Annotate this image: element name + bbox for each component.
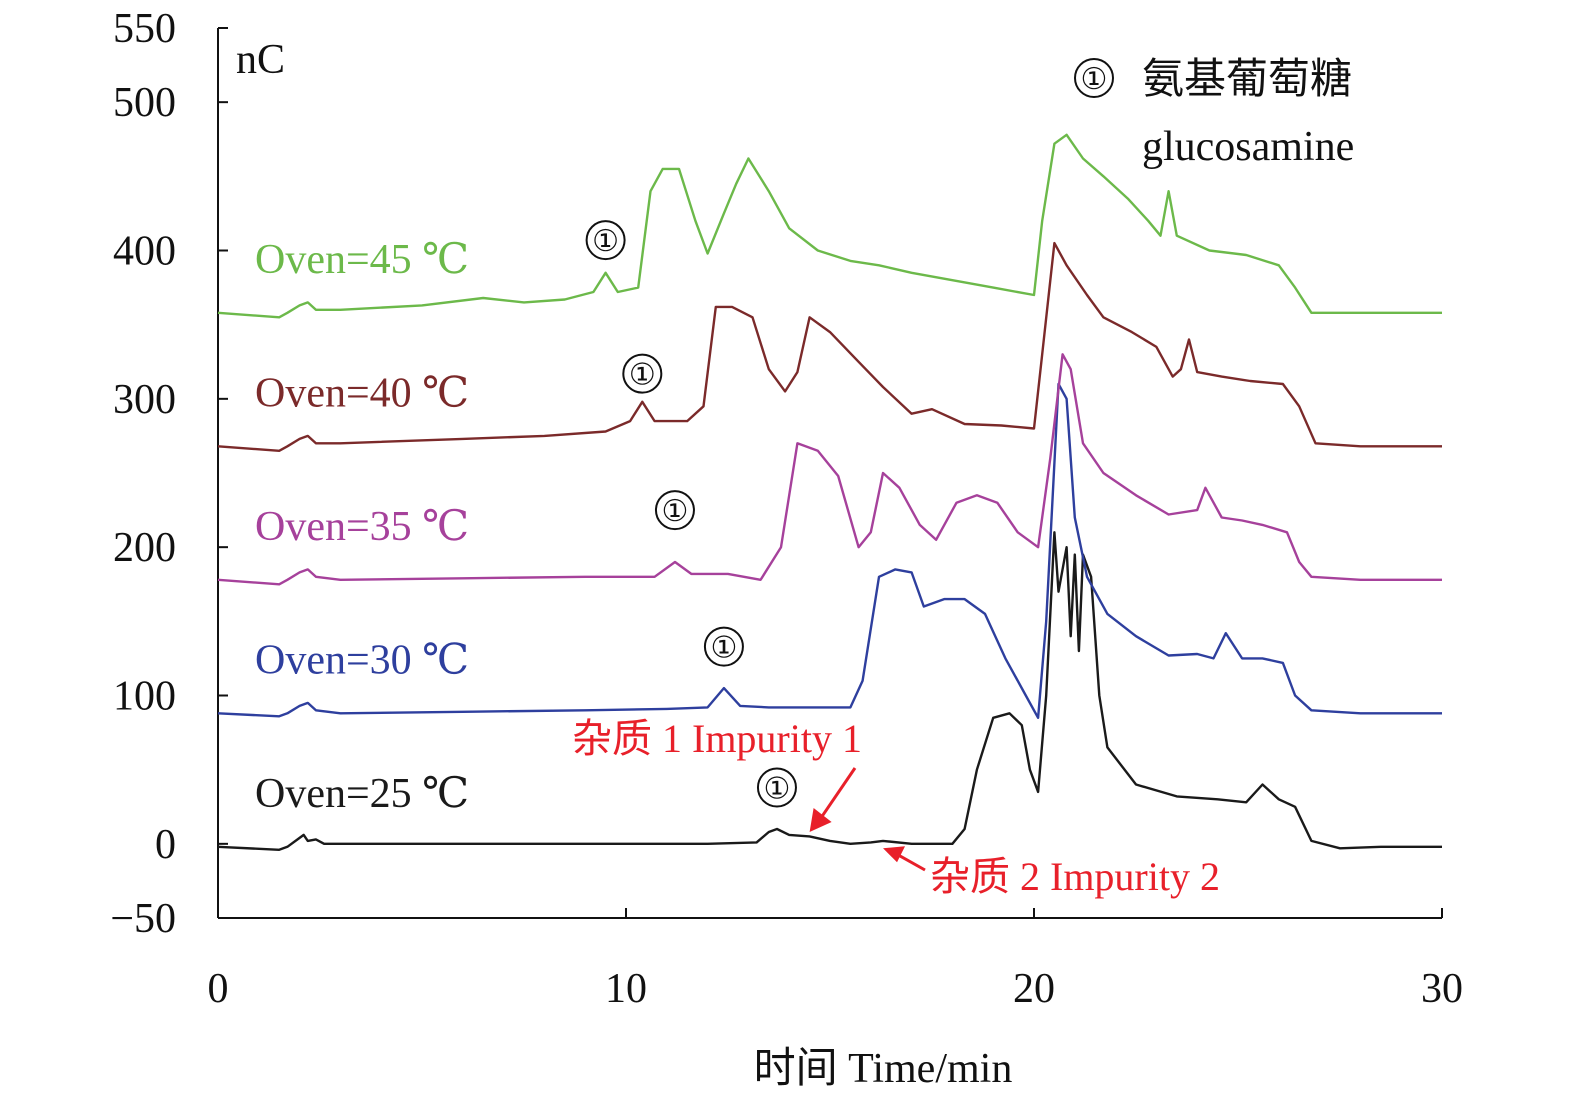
- series-line: [217, 133, 1442, 319]
- series-label: Oven=45 ℃: [255, 237, 469, 283]
- x-axis-title: 时间 Time/min: [754, 1046, 1013, 1092]
- series-line: [217, 241, 1442, 452]
- peak-marker-text: ①: [662, 495, 689, 528]
- impurity-2-label: 杂质 2 Impurity 2: [930, 854, 1220, 899]
- peak-marker-text: ①: [764, 773, 791, 806]
- series-line: [217, 382, 1442, 719]
- x-tick-label: 10: [605, 966, 647, 1012]
- impurity-1-arrow: [818, 767, 857, 821]
- peak-marker-circle: [703, 626, 744, 667]
- impurity-2-arrowhead: [883, 846, 906, 863]
- legend-name-en: glucosamine: [1142, 124, 1354, 170]
- impurity-1-label: 杂质 1 Impurity 1: [572, 716, 862, 761]
- series-layer: [217, 133, 1442, 851]
- series-label: Oven=25 ℃: [255, 771, 469, 817]
- x-tick-label: 0: [208, 966, 229, 1012]
- legend-marker-icon: [1074, 58, 1114, 98]
- y-tick-label: 0: [155, 822, 176, 868]
- label-layer: Oven=25 ℃ ① Oven=30 ℃ ① Oven=35 ℃ ① Oven=40 ℃ ①…: [255, 220, 797, 817]
- peak-marker-text: ①: [710, 632, 737, 665]
- impurity-1-arrowhead: [809, 807, 832, 832]
- series-label: Oven=35 ℃: [255, 504, 469, 550]
- y-tick-label: 550: [113, 6, 176, 52]
- x-tick-label: 20: [1013, 966, 1055, 1012]
- peak-marker-circle: [654, 490, 695, 531]
- y-tick-label: 300: [113, 377, 176, 423]
- y-tick-label: −50: [110, 896, 176, 942]
- impurity-2-arrow: [896, 852, 926, 872]
- y-axis-unit-label: nC: [236, 37, 285, 83]
- annotation-layer: 杂质 1 Impurity 1 杂质 2 Impurity 2: [572, 716, 1220, 899]
- series-label: Oven=30 ℃: [255, 637, 469, 683]
- legend: ① 氨基葡萄糖 glucosamine: [1074, 57, 1354, 170]
- peak-marker-circle: [622, 353, 663, 394]
- y-tick-label: 500: [113, 80, 176, 126]
- series-line: [217, 353, 1442, 586]
- peak-marker-circle: [585, 220, 626, 261]
- peak-marker-text: ①: [629, 359, 656, 392]
- series-label: Oven=40 ℃: [255, 370, 469, 416]
- peak-marker-circle: [756, 767, 797, 808]
- legend-marker-text: ①: [1081, 63, 1108, 96]
- x-tick-label: 30: [1421, 966, 1463, 1012]
- legend-name-cn: 氨基葡萄糖: [1142, 57, 1352, 103]
- y-tick-label: 200: [113, 525, 176, 571]
- axes: 550 500 400 300 200 100 0 −50 0 10 20 30: [110, 6, 1463, 1012]
- peak-marker-text: ①: [592, 225, 619, 258]
- y-tick-label: 100: [113, 674, 176, 720]
- y-tick-label: 400: [113, 229, 176, 275]
- series-line: [217, 531, 1442, 851]
